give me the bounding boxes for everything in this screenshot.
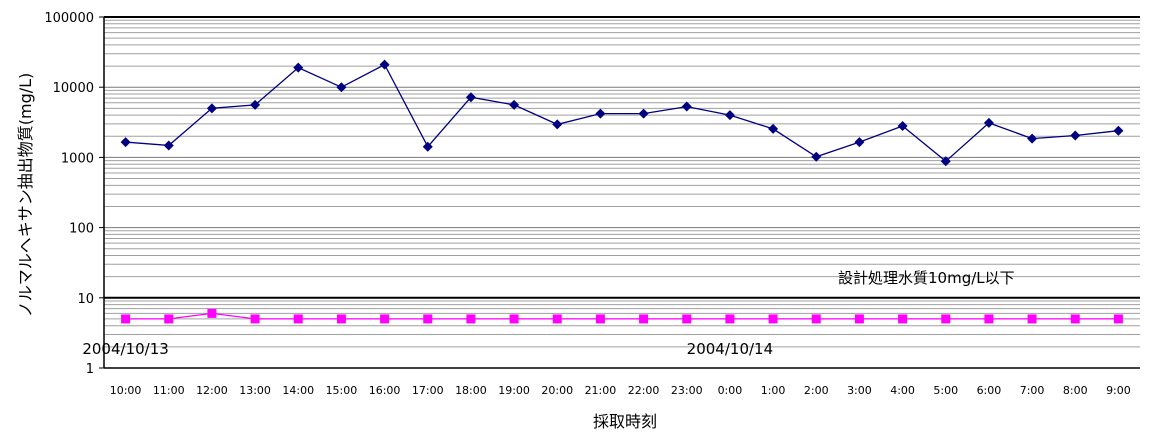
data-point-diamond	[250, 99, 261, 110]
data-point-square	[423, 314, 433, 324]
data-point-square	[898, 314, 908, 324]
y-tick-label: 10000	[53, 81, 94, 96]
data-point-square	[725, 314, 735, 324]
data-point-square	[1113, 314, 1123, 324]
x-tick-label: 20:00	[541, 384, 573, 397]
data-point-square	[164, 314, 174, 324]
x-tick-label: 23:00	[671, 384, 703, 397]
data-point-square	[854, 314, 864, 324]
y-tick-label: 1	[86, 362, 94, 377]
data-point-square	[768, 314, 778, 324]
data-point-square	[811, 314, 821, 324]
data-point-diamond	[983, 117, 994, 128]
data-point-square	[509, 314, 519, 324]
data-point-square	[207, 308, 217, 318]
data-point-diamond	[638, 108, 649, 119]
grid-layer	[104, 19, 1140, 348]
x-tick-label: 9:00	[1106, 384, 1131, 397]
date-label: 2004/10/14	[687, 340, 773, 358]
data-point-square	[682, 314, 692, 324]
x-tick-label: 8:00	[1063, 384, 1088, 397]
data-point-square	[984, 314, 994, 324]
data-point-diamond	[854, 137, 865, 148]
data-point-diamond	[1027, 133, 1038, 144]
data-point-diamond	[1113, 125, 1124, 136]
x-tick-label: 6:00	[977, 384, 1002, 397]
reference-line-label: 設計処理水質10mg/L以下	[838, 269, 1015, 287]
y-tick-label: 100000	[44, 11, 94, 26]
x-tick-label: 1:00	[761, 384, 786, 397]
series-layer	[120, 59, 1124, 324]
data-point-square	[639, 314, 649, 324]
data-point-diamond	[379, 59, 390, 70]
x-tick-label: 7:00	[1020, 384, 1045, 397]
x-tick-label: 18:00	[455, 384, 487, 397]
data-point-diamond	[940, 156, 951, 167]
axis-layer: 1 10 100 1000 10000 100000	[44, 11, 1140, 377]
series-line	[125, 312, 1119, 320]
x-tick-label: 12:00	[196, 384, 228, 397]
data-point-square	[466, 314, 476, 324]
y-tick-label: 100	[69, 222, 94, 237]
data-point-square	[1027, 314, 1037, 324]
x-tick-label: 0:00	[718, 384, 743, 397]
x-tick-label: 4:00	[890, 384, 915, 397]
series-line	[125, 63, 1119, 163]
x-tick-label: 16:00	[369, 384, 401, 397]
data-point-diamond	[768, 123, 779, 134]
x-tick-label: 5:00	[933, 384, 958, 397]
data-point-diamond	[293, 62, 304, 73]
data-point-square	[380, 314, 390, 324]
x-tick-label: 10:00	[110, 384, 142, 397]
data-point-diamond	[1070, 130, 1081, 141]
y-axis-title: ノルマルヘキサン抽出物質(mg/L)	[16, 73, 35, 318]
y-tick-label: 10	[77, 292, 94, 307]
data-point-diamond	[897, 121, 908, 132]
x-tick-label: 2:00	[804, 384, 829, 397]
x-tick-label: 13:00	[239, 384, 271, 397]
data-point-diamond	[724, 110, 735, 121]
data-point-diamond	[465, 92, 476, 103]
data-point-square	[1070, 314, 1080, 324]
x-axis-title: 採取時刻	[593, 412, 657, 431]
data-point-square	[552, 314, 562, 324]
x-tick-label: 22:00	[628, 384, 660, 397]
data-point-diamond	[336, 82, 347, 93]
data-point-diamond	[811, 151, 822, 162]
y-tick-label: 1000	[61, 151, 94, 166]
x-tick-label: 21:00	[585, 384, 617, 397]
x-tick-label: 14:00	[282, 384, 314, 397]
label-layer: 10:00 11:00 12:00 13:00 14:00 15:00 16:00 17:00…	[82, 340, 1130, 397]
data-point-diamond	[120, 137, 131, 148]
x-tick-label: 15:00	[326, 384, 358, 397]
data-point-square	[250, 314, 260, 324]
x-tick-label: 3:00	[847, 384, 872, 397]
data-point-diamond	[552, 119, 563, 130]
data-point-diamond	[422, 141, 433, 152]
data-point-square	[121, 314, 131, 324]
x-tick-label: 11:00	[153, 384, 185, 397]
x-tick-label: 17:00	[412, 384, 444, 397]
data-point-diamond	[509, 99, 520, 110]
data-point-square	[293, 314, 303, 324]
data-point-diamond	[206, 103, 217, 114]
data-point-square	[336, 314, 346, 324]
data-point-square	[595, 314, 605, 324]
x-tick-label: 19:00	[498, 384, 530, 397]
data-point-diamond	[595, 108, 606, 119]
date-label: 2004/10/13	[82, 340, 168, 358]
data-point-square	[941, 314, 951, 324]
data-point-diamond	[681, 101, 692, 112]
data-point-diamond	[163, 140, 174, 151]
